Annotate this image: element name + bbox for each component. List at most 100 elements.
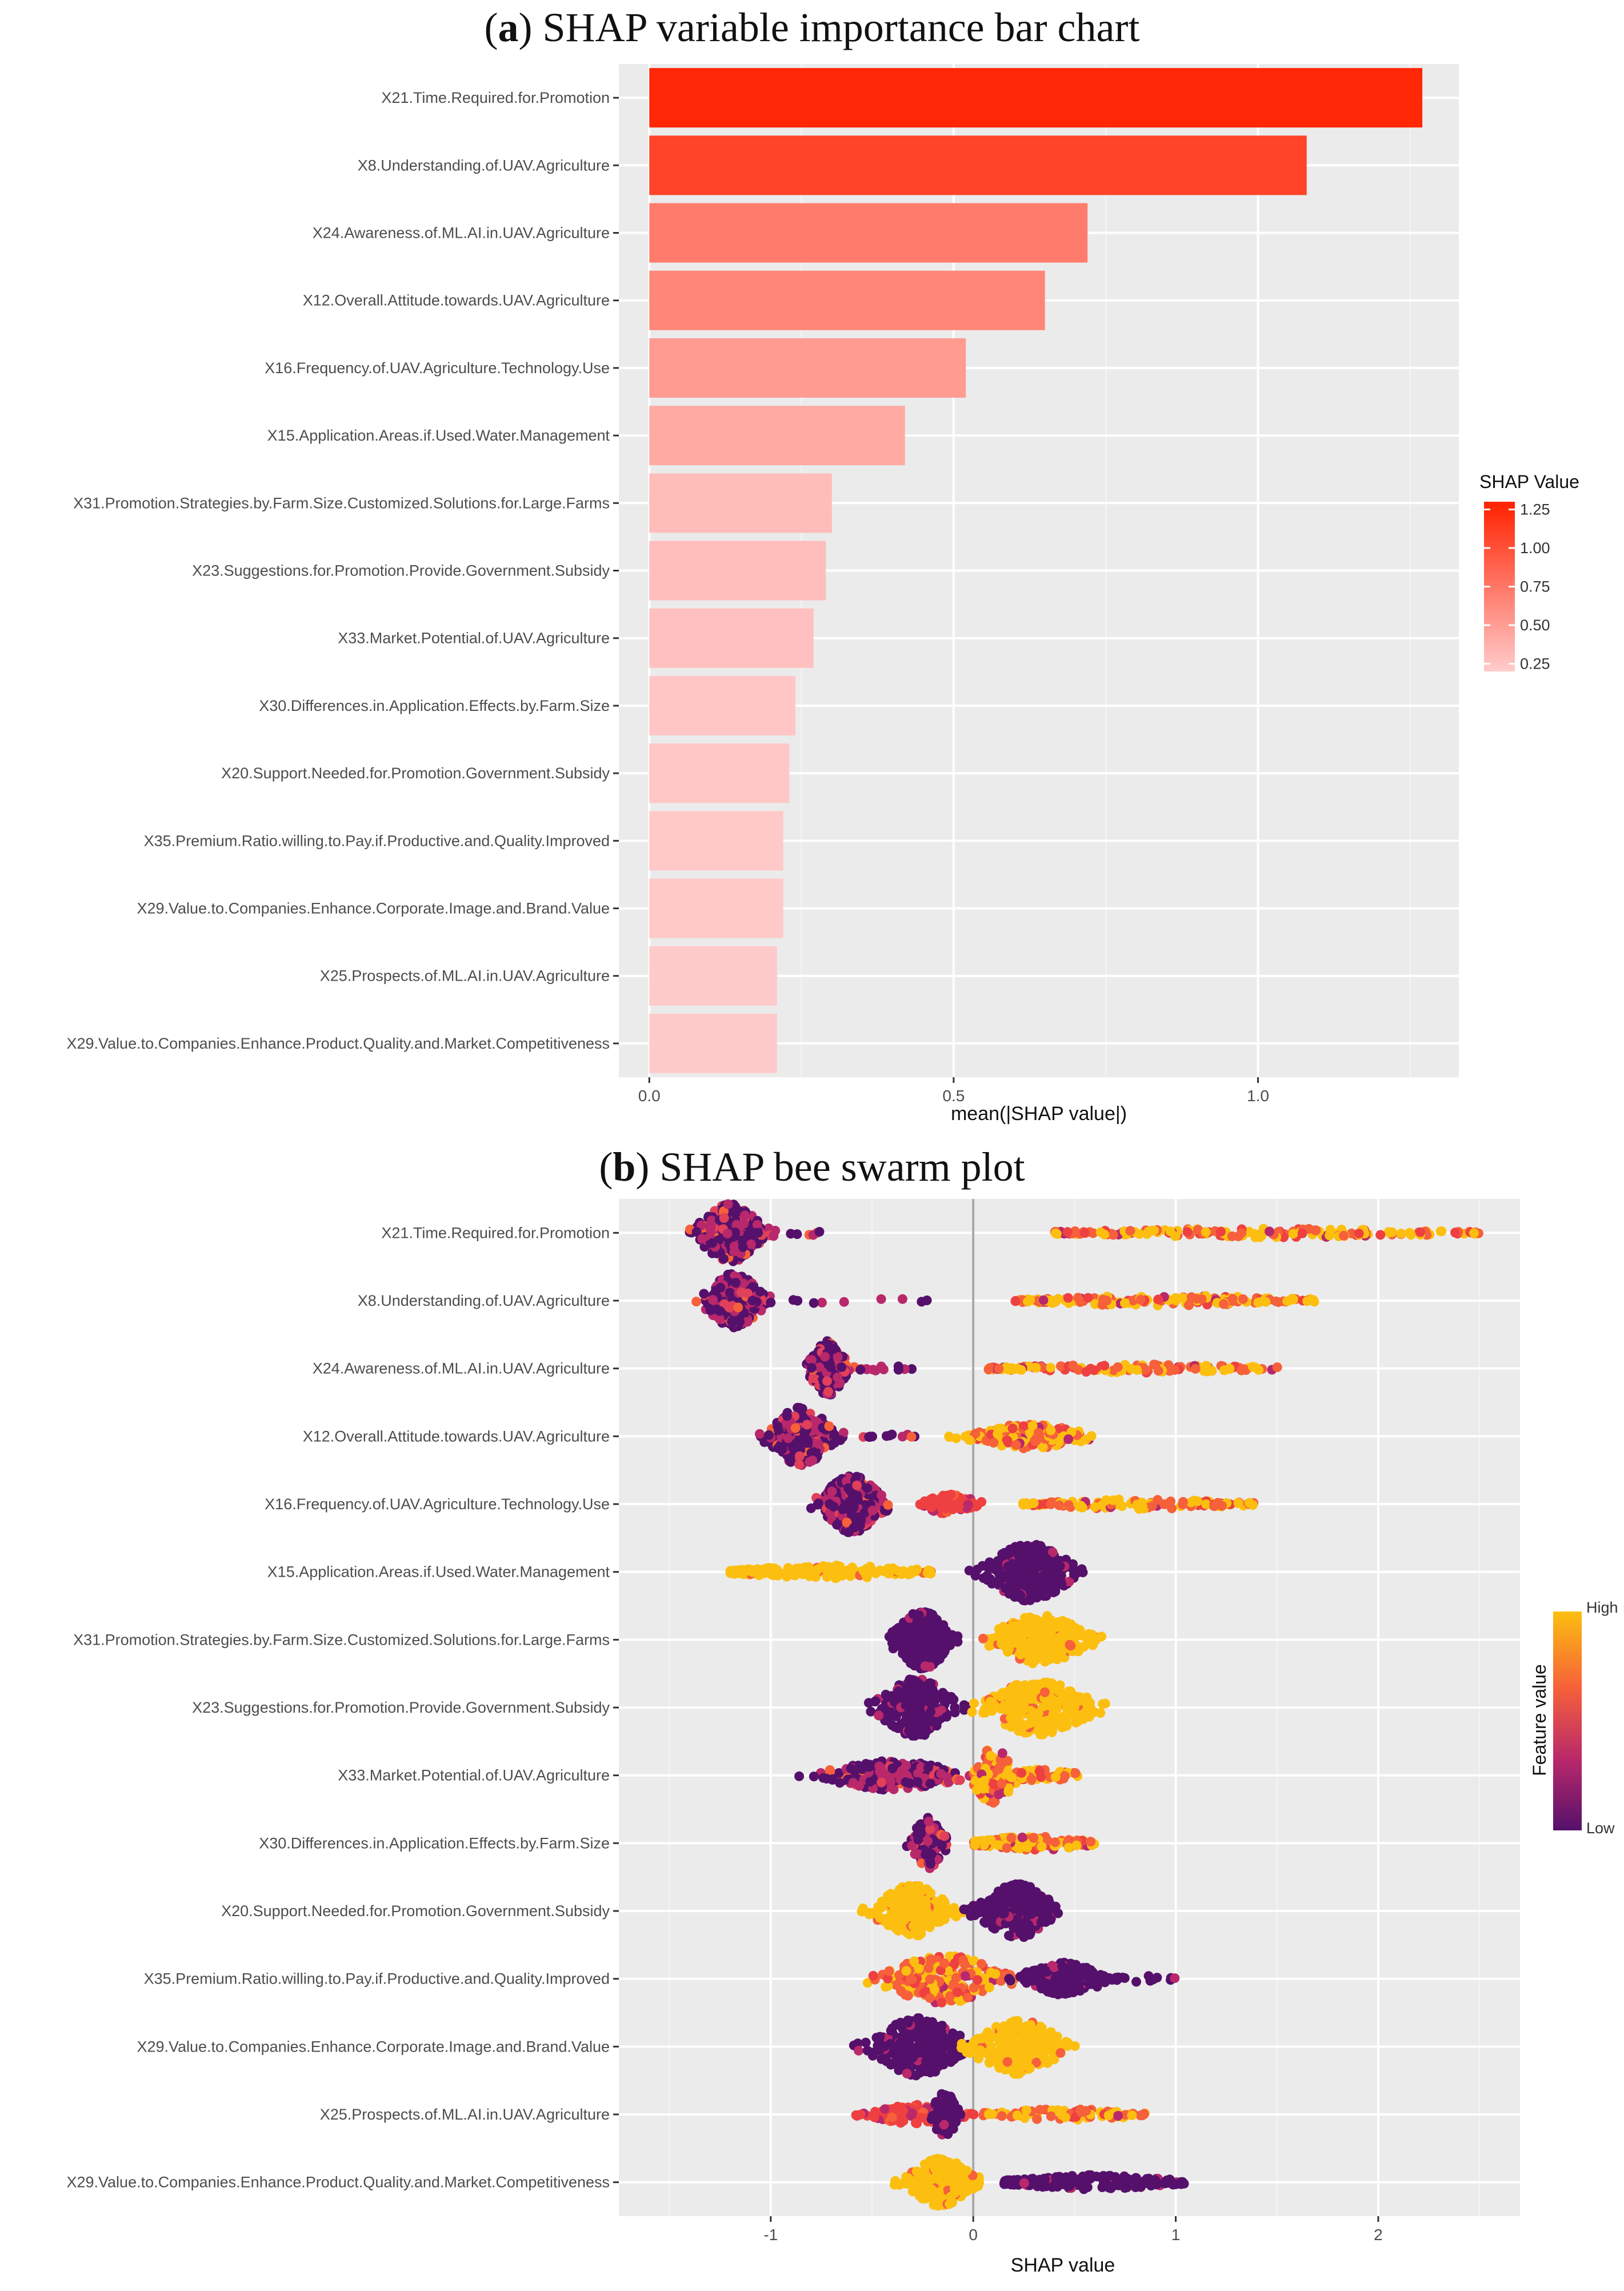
bee-point (1034, 1895, 1045, 1905)
bar-y-labels: X21.Time.Required.for.PromotionX8.Unders… (66, 89, 619, 1052)
bee-point (901, 1777, 911, 1788)
bee-point (924, 1816, 934, 1826)
bar (649, 473, 832, 533)
bee-point (1030, 1436, 1041, 1446)
bee-point (849, 1502, 859, 1513)
bee-point (1142, 1229, 1152, 1239)
bee-point (1054, 1500, 1064, 1510)
bee-point (1037, 1841, 1047, 1852)
bar (649, 743, 790, 803)
bee-point (1060, 1695, 1070, 1705)
bee-point (1022, 1556, 1033, 1566)
bee-point (1102, 1296, 1112, 1306)
bee-point (747, 1282, 758, 1292)
bee-point (1002, 1436, 1013, 1446)
bee-point (886, 1915, 896, 1925)
bee-point (994, 1632, 1005, 1642)
bee-point (969, 1698, 979, 1709)
bee-point (1213, 1498, 1223, 1508)
bee-point (1237, 1365, 1246, 1376)
bee-point (987, 1898, 998, 1909)
bee-point (793, 1296, 803, 1306)
bee-point (820, 1352, 830, 1362)
bee-point (753, 1568, 763, 1578)
bee-point (1031, 1546, 1042, 1557)
bar-legend-tick-label: 1.00 (1520, 539, 1550, 557)
bar-y-tick-label: X29.Value.to.Companies.Enhance.Corporate… (137, 900, 610, 917)
bee-point (1168, 1364, 1178, 1374)
bee-point (1238, 1294, 1248, 1304)
bee-point (997, 1758, 1007, 1768)
bee-point (884, 1632, 894, 1642)
bee-point (893, 1566, 903, 1576)
bee-point (731, 1278, 741, 1288)
bee-point (1079, 1228, 1090, 1238)
bee-point (907, 1364, 917, 1374)
bee-point (783, 1433, 793, 1444)
bee-point (1042, 1554, 1052, 1564)
bee-point (985, 1557, 995, 1568)
bee-point (862, 1483, 873, 1493)
bee-point (1007, 1424, 1018, 1434)
bee-point (1063, 1293, 1073, 1303)
bee-point (921, 1682, 931, 1692)
bee-point (1019, 1897, 1030, 1908)
bee-point (1044, 1566, 1054, 1576)
bee-point (932, 1639, 942, 1649)
bee-point (1098, 1699, 1108, 1709)
bar-y-tick-label: X35.Premium.Ratio.willing.to.Pay.if.Prod… (144, 832, 610, 849)
bee-point (784, 1453, 794, 1464)
bee-point (925, 1778, 935, 1789)
bee-point (733, 1302, 743, 1313)
bar (649, 608, 814, 668)
bee-point (843, 1483, 854, 1493)
bee-point (887, 1764, 898, 1773)
bee-point (769, 1231, 779, 1241)
bee-point (806, 1565, 816, 1575)
bee-point (823, 1386, 834, 1397)
bee-point (727, 1318, 738, 1328)
bar-y-tick-label: X21.Time.Required.for.Promotion (381, 89, 610, 106)
bee-point (926, 1698, 936, 1709)
bar (649, 1013, 777, 1073)
bee-point (995, 1891, 1005, 1901)
bee-point (949, 1903, 959, 1913)
bee-point (1040, 1653, 1050, 1663)
bar (649, 338, 966, 398)
bee-point (817, 1297, 827, 1308)
bar (649, 270, 1045, 330)
bee-point (837, 1362, 847, 1372)
bee-point (697, 1234, 707, 1244)
bee-point (739, 1565, 750, 1576)
bee-point (882, 1692, 893, 1702)
bee-point (894, 1885, 905, 1895)
bee-point (1095, 1227, 1106, 1237)
bee-point (1006, 1833, 1017, 1843)
bee-point (1160, 1499, 1170, 1509)
bee-point (1307, 1295, 1318, 1305)
bee-point (1090, 1299, 1100, 1309)
bee-point (1030, 1590, 1040, 1600)
bee-point (905, 1674, 915, 1685)
bar-y-tick-label: X12.Overall.Attitude.towards.UAV.Agricul… (303, 292, 610, 309)
panel-b-title: (b) SHAP bee swarm plot (599, 1144, 1025, 1190)
panel-a-title: (a) SHAP variable importance bar chart (485, 5, 1140, 50)
bee-point (814, 1227, 825, 1237)
bee-point (1031, 1363, 1041, 1373)
bee-point (833, 1372, 843, 1382)
bee-point (1202, 1366, 1213, 1377)
bee-point (833, 1352, 843, 1362)
bee-point (858, 1566, 869, 1576)
bar-x-tick-label: 1.0 (1247, 1087, 1269, 1105)
bee-point (1247, 1362, 1258, 1372)
bee-point (914, 1610, 925, 1621)
bee-point (1029, 1708, 1039, 1718)
bee-point (1184, 1300, 1194, 1310)
bee-point (906, 1432, 917, 1442)
bee-point (924, 1632, 934, 1642)
bee-point (1020, 1704, 1030, 1714)
panel-b-title-text: SHAP bee swarm plot (659, 1144, 1025, 1190)
bee-point (1050, 1901, 1061, 1912)
bee-point (1010, 1296, 1021, 1306)
bee-point (1073, 1293, 1083, 1303)
